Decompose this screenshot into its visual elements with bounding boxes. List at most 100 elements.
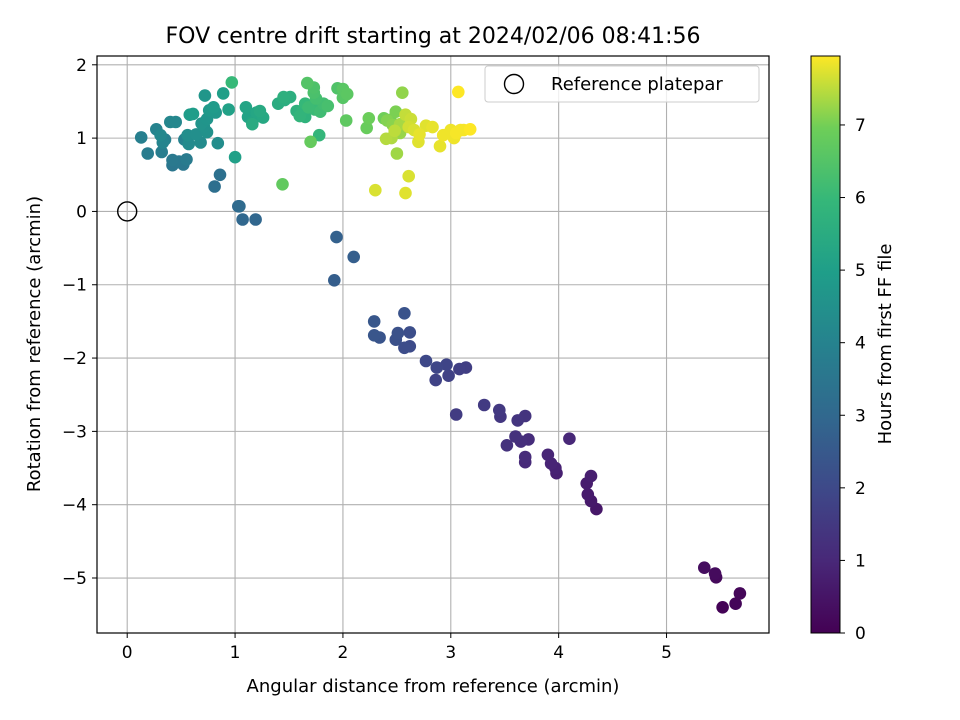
- data-point: [426, 120, 439, 134]
- y-tick-label: 0: [76, 202, 87, 222]
- legend-marker: [503, 73, 525, 95]
- y-axis-ticks: −5 −4 −3 −2 −1 0 1 2: [62, 56, 97, 589]
- data-point: [189, 128, 203, 141]
- data-point: [180, 153, 193, 166]
- colorbar-tick-label: 4: [855, 334, 866, 354]
- data-point: [733, 587, 747, 600]
- colorbar-tick-label: 1: [855, 551, 866, 571]
- data-point: [246, 117, 259, 131]
- data-point: [716, 601, 729, 614]
- data-point: [442, 369, 455, 383]
- data-point: [708, 567, 722, 580]
- data-point: [207, 101, 220, 114]
- data-point: [166, 153, 179, 167]
- data-point: [511, 414, 524, 427]
- data-point: [581, 488, 595, 501]
- x-tick-label: 1: [230, 643, 241, 663]
- y-tick-label: −1: [62, 276, 87, 296]
- data-point: [367, 329, 381, 342]
- data-point: [398, 307, 411, 320]
- x-tick-label: 5: [661, 643, 672, 663]
- data-point: [500, 439, 514, 452]
- data-point: [419, 354, 433, 368]
- reference-platepar-marker: [117, 201, 138, 222]
- data-point: [453, 362, 466, 376]
- data-points: [134, 76, 747, 614]
- data-point: [233, 200, 246, 213]
- data-point: [225, 76, 239, 89]
- colorbar-ticks: 0 1 2 3 4 5 6 7: [840, 116, 866, 644]
- colorbar-tick-label: 6: [855, 189, 866, 209]
- data-point: [236, 213, 249, 226]
- plot-frame: [96, 55, 770, 634]
- data-point: [208, 180, 221, 193]
- data-point: [347, 250, 361, 264]
- x-tick-label: 2: [338, 643, 349, 663]
- colorbar-tick-label: 7: [855, 116, 866, 136]
- data-point: [301, 76, 314, 90]
- data-point: [509, 430, 522, 443]
- y-axis-label: Rotation from reference (arcmin): [24, 196, 45, 492]
- legend-label: Reference platepar: [551, 74, 723, 95]
- colorbar-tick-label: 2: [855, 479, 866, 499]
- data-point: [402, 169, 416, 183]
- data-point: [277, 90, 290, 104]
- data-point: [369, 183, 382, 197]
- data-point: [276, 178, 289, 191]
- data-point: [698, 561, 711, 574]
- legend: Reference platepar: [484, 65, 760, 103]
- data-point: [321, 99, 335, 113]
- data-point: [253, 104, 267, 118]
- data-point: [222, 103, 235, 116]
- colorbar-tick-label: 0: [855, 624, 866, 644]
- data-point: [390, 147, 404, 160]
- data-point: [388, 124, 402, 138]
- data-point: [198, 89, 212, 102]
- data-point: [430, 361, 444, 374]
- legend-box: [484, 65, 760, 103]
- data-point: [463, 123, 477, 136]
- x-tick-label: 3: [445, 643, 456, 663]
- data-point: [563, 432, 576, 446]
- colorbar: [810, 55, 841, 634]
- data-point: [186, 107, 200, 121]
- data-point: [211, 136, 225, 150]
- y-tick-label: −3: [62, 422, 87, 442]
- data-point: [391, 326, 405, 340]
- data-point: [154, 128, 167, 142]
- data-point: [328, 274, 341, 287]
- x-tick-label: 0: [122, 643, 133, 663]
- data-point: [477, 398, 491, 412]
- chart-title: FOV centre drift starting at 2024/02/06 …: [166, 24, 701, 49]
- data-point: [433, 139, 447, 153]
- y-tick-label: 1: [76, 129, 87, 149]
- data-point: [360, 121, 374, 135]
- data-point: [293, 109, 307, 123]
- data-point: [304, 135, 317, 149]
- data-point: [389, 105, 403, 118]
- x-axis-label: Angular distance from reference (arcmin): [247, 676, 620, 697]
- data-point: [452, 85, 465, 99]
- data-point: [367, 315, 381, 328]
- data-point: [429, 373, 443, 387]
- data-point: [413, 128, 426, 141]
- y-tick-label: −5: [62, 569, 87, 589]
- data-point: [239, 101, 253, 114]
- data-point: [729, 597, 742, 610]
- data-point: [518, 450, 532, 464]
- x-tick-label: 4: [553, 643, 564, 663]
- data-point: [584, 469, 598, 483]
- data-point: [396, 86, 409, 99]
- data-point: [155, 145, 168, 159]
- colorbar-tick-label: 5: [855, 261, 866, 281]
- data-point: [399, 186, 412, 200]
- y-tick-label: 2: [76, 56, 87, 76]
- data-point: [169, 115, 182, 129]
- data-point: [449, 408, 463, 421]
- data-point: [213, 168, 227, 182]
- data-point: [302, 101, 315, 114]
- data-point: [216, 87, 230, 100]
- data-point: [398, 341, 411, 355]
- y-tick-label: −4: [62, 496, 87, 516]
